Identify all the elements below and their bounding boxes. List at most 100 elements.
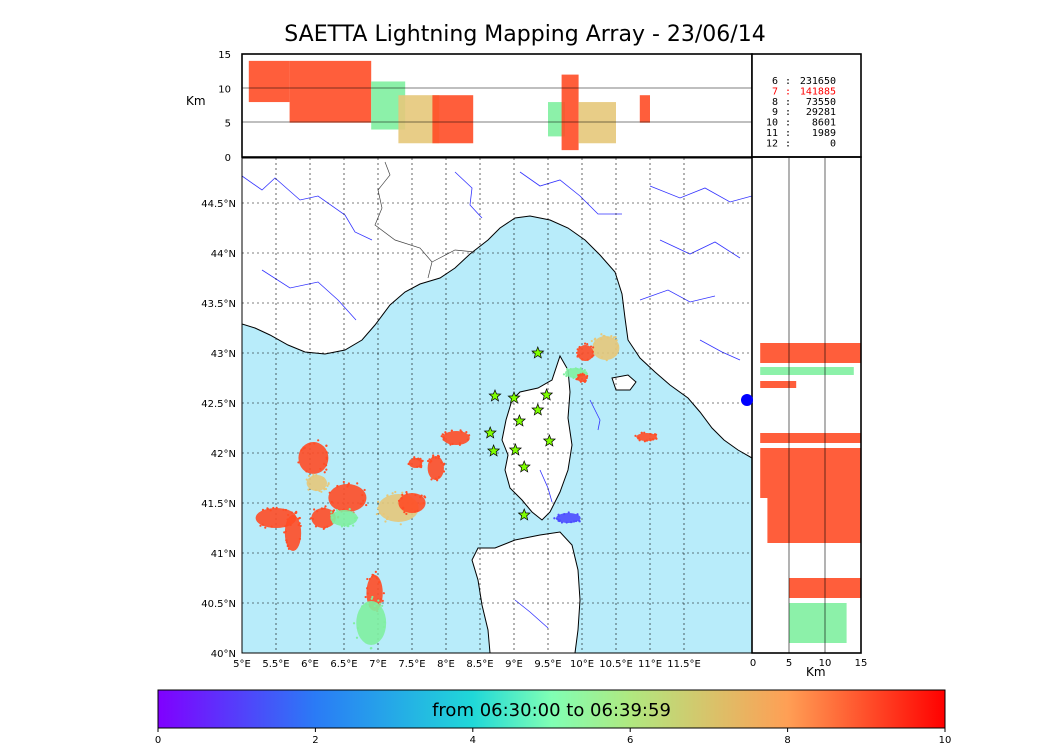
lightning-source-dot <box>335 509 339 512</box>
lightning-source-dot <box>356 482 359 485</box>
lightning-source-dot <box>361 494 364 497</box>
lat-tick-label: 41°N <box>211 549 236 560</box>
lat-tick-label: 44°N <box>211 249 236 260</box>
lightning-cluster <box>577 345 594 361</box>
station-marker-edge <box>741 394 753 406</box>
lightning-source-dot <box>369 647 372 650</box>
lightning-source-dot <box>355 636 359 639</box>
lightning-sources <box>255 333 658 650</box>
lightning-source-dot <box>386 515 389 519</box>
lightning-source-dot <box>371 595 374 599</box>
lightning-source-dot <box>269 509 272 512</box>
lightning-source-dot <box>312 475 315 478</box>
lightning-source-dot <box>377 599 380 602</box>
lon-tick-label: 8°E <box>437 659 455 670</box>
lightning-source-dot <box>401 491 404 494</box>
lightning-source-dot <box>346 485 349 488</box>
lightning-source-dot <box>614 353 617 356</box>
lightning-source-dot <box>418 465 421 468</box>
lightning-source-dot <box>418 458 421 461</box>
lat-tick-label: 43°N <box>211 349 236 360</box>
lightning-source-dot <box>576 368 579 371</box>
map-graticule <box>242 158 752 653</box>
colorbar-tick-label: 10 <box>939 735 952 746</box>
lightning-source-dot <box>576 348 579 351</box>
lightning-source-dot <box>323 471 326 474</box>
altitude-band <box>248 60 290 103</box>
lightning-source-dot <box>307 481 310 485</box>
lightning-cluster <box>328 484 367 512</box>
lightning-source-dot <box>572 520 576 523</box>
lightning-source-dot <box>379 602 382 605</box>
lightning-source-dot <box>593 338 596 341</box>
lightning-source-dot <box>326 525 329 528</box>
lightning-source-dot <box>371 573 374 576</box>
lightning-source-dot <box>591 355 594 358</box>
lon-tick-label: 9.5°E <box>534 659 561 670</box>
lightning-source-dot <box>324 505 327 508</box>
lightning-source-dot <box>376 507 380 510</box>
source-count-separator: : <box>785 86 791 97</box>
source-count-value: 73550 <box>806 97 836 108</box>
lightning-source-dot <box>615 346 618 349</box>
lightning-source-dot <box>308 442 312 446</box>
lightning-source-dot <box>356 516 359 519</box>
altitude-tick-label: 5 <box>225 119 231 130</box>
lightning-source-dot <box>297 523 300 527</box>
lightning-source-dot <box>450 429 453 432</box>
lightning-source-dot <box>560 521 564 524</box>
lightning-source-dot <box>379 597 382 601</box>
lat-tick-label: 41.5°N <box>201 499 236 510</box>
side-altitude-tick-label: 10 <box>819 658 832 669</box>
lightning-source-dot <box>356 627 359 630</box>
lightning-source-dot <box>261 523 264 526</box>
station-star <box>517 508 531 521</box>
lon-tick-label: 11°E <box>638 659 662 670</box>
lightning-source-dot <box>431 456 435 459</box>
lightning-source-dot <box>325 451 328 454</box>
lightning-source-dot <box>436 479 439 482</box>
lightning-source-dot <box>375 603 378 606</box>
altitude-band <box>760 448 861 498</box>
lightning-source-dot <box>336 485 339 488</box>
lightning-source-dot <box>637 436 640 439</box>
source-count-label: 9 <box>772 107 778 118</box>
source-count-label: 10 <box>766 118 778 129</box>
lightning-source-dot <box>566 368 569 371</box>
lightning-source-dot <box>364 595 367 599</box>
lightning-source-dot <box>634 434 637 437</box>
lightning-source-dot <box>405 491 408 494</box>
lightning-cluster <box>284 515 302 551</box>
altitude-band <box>760 381 797 388</box>
lon-tick-label: 7°E <box>369 659 387 670</box>
lightning-source-dot <box>610 334 613 338</box>
lightning-source-dot <box>579 380 583 383</box>
lma-stations <box>483 346 557 521</box>
lightning-source-dot <box>575 519 578 523</box>
lightning-source-dot <box>330 514 333 517</box>
lightning-source-dot <box>300 449 303 452</box>
lon-tick-label: 11.5°E <box>667 659 701 670</box>
lightning-source-dot <box>442 438 445 441</box>
country-borders <box>374 161 476 279</box>
lightning-cluster <box>311 508 336 528</box>
lat-tick-label: 40.5°N <box>201 599 236 610</box>
lat-tick-label: 43.5°N <box>201 299 236 310</box>
altitude-band <box>760 433 861 443</box>
altitude-axis-label: Km <box>186 94 206 108</box>
lightning-source-dot <box>325 457 328 461</box>
lightning-source-dot <box>440 461 443 464</box>
lightning-source-dot <box>586 358 589 361</box>
lightning-source-dot <box>259 524 262 527</box>
figure-title: SAETTA Lightning Mapping Array - 23/06/1… <box>284 22 766 47</box>
lightning-source-dot <box>285 539 288 542</box>
lightning-source-dot <box>655 437 658 440</box>
colorbar-tick-label: 8 <box>784 735 790 746</box>
lightning-source-dot <box>314 488 317 492</box>
colorbar-tick-labels: 0 2 4 6 8 10 <box>155 728 952 746</box>
lightning-source-dot <box>466 438 470 441</box>
lightning-source-dot <box>286 518 289 521</box>
lat-tick-label: 42.5°N <box>201 399 236 410</box>
source-count-separator: : <box>785 97 791 108</box>
altitude-tick-label: 10 <box>218 84 231 95</box>
